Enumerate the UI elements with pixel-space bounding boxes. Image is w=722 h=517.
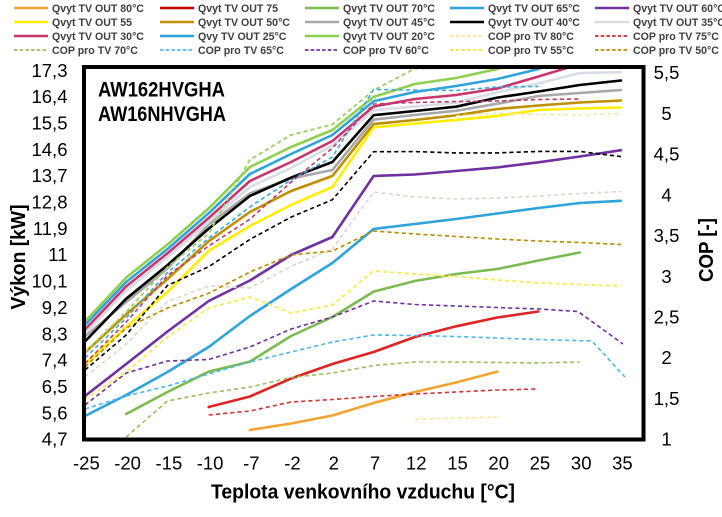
svg-text:1,5: 1,5 — [654, 388, 680, 409]
svg-text:AW162HVGHA: AW162HVGHA — [98, 78, 225, 102]
svg-text:COP pro TV 65°C: COP pro TV 65°C — [198, 45, 284, 57]
svg-text:4: 4 — [661, 184, 671, 205]
svg-text:COP pro TV 75°C: COP pro TV 75°C — [633, 31, 719, 43]
svg-text:15: 15 — [447, 452, 468, 473]
svg-text:Qvyt TV OUT 70°C: Qvyt TV OUT 70°C — [343, 3, 435, 15]
svg-text:8,3: 8,3 — [42, 323, 68, 344]
svg-text:12,8: 12,8 — [31, 192, 67, 213]
svg-text:6,5: 6,5 — [42, 376, 68, 397]
svg-text:16,4: 16,4 — [31, 86, 67, 107]
svg-text:1: 1 — [661, 429, 671, 450]
svg-text:COP pro TV 70°C: COP pro TV 70°C — [52, 45, 138, 57]
svg-text:-25: -25 — [73, 452, 100, 473]
svg-text:7: 7 — [370, 452, 380, 473]
svg-text:AW16NHVGHA: AW16NHVGHA — [98, 102, 226, 126]
svg-text:2,5: 2,5 — [654, 307, 680, 328]
svg-text:Qvy TV OUT 25°C: Qvy TV OUT 25°C — [198, 31, 287, 43]
svg-text:COP pro TV 80°C: COP pro TV 80°C — [488, 31, 574, 43]
svg-text:35: 35 — [612, 452, 633, 473]
svg-text:11: 11 — [48, 244, 67, 265]
svg-text:12: 12 — [406, 452, 427, 473]
svg-text:2: 2 — [329, 452, 339, 473]
svg-text:Teplota venkovního vzduchu [°C: Teplota venkovního vzduchu [°C] — [211, 482, 515, 504]
svg-text:5,6: 5,6 — [42, 402, 68, 423]
svg-text:Qvyt TV OUT 80°C: Qvyt TV OUT 80°C — [52, 3, 144, 15]
svg-text:COP [-]: COP [-] — [696, 218, 718, 282]
svg-text:2: 2 — [661, 347, 671, 368]
svg-text:-10: -10 — [197, 452, 224, 473]
svg-text:Qvyt TV OUT 75: Qvyt TV OUT 75 — [198, 3, 278, 15]
svg-text:10,1: 10,1 — [31, 271, 67, 292]
svg-text:Qvyt TV OUT 20°C: Qvyt TV OUT 20°C — [343, 31, 435, 43]
svg-text:5: 5 — [661, 103, 671, 124]
svg-text:-20: -20 — [114, 452, 141, 473]
svg-text:3,5: 3,5 — [654, 225, 680, 246]
svg-text:-15: -15 — [156, 452, 183, 473]
svg-text:Qvyt TV OUT 55: Qvyt TV OUT 55 — [52, 17, 132, 29]
svg-text:14,6: 14,6 — [31, 139, 67, 160]
svg-text:-7: -7 — [243, 452, 259, 473]
svg-text:9,2: 9,2 — [42, 297, 68, 318]
svg-text:Qvyt TV OUT 45°C: Qvyt TV OUT 45°C — [343, 17, 435, 29]
svg-text:COP pro TV 55°C: COP pro TV 55°C — [488, 45, 574, 57]
svg-text:20: 20 — [488, 452, 509, 473]
svg-text:Qvyt TV OUT 65°C: Qvyt TV OUT 65°C — [488, 3, 580, 15]
svg-text:4,7: 4,7 — [42, 429, 68, 450]
svg-text:30: 30 — [571, 452, 592, 473]
svg-text:COP pro TV 60°C: COP pro TV 60°C — [343, 45, 429, 57]
svg-text:13,7: 13,7 — [31, 165, 67, 186]
svg-text:COP pro TV 50°C: COP pro TV 50°C — [633, 45, 719, 57]
svg-text:25: 25 — [530, 452, 551, 473]
svg-text:Qvyt TV OUT 30°C: Qvyt TV OUT 30°C — [52, 31, 144, 43]
svg-text:Qvyt TV OUT 35°C: Qvyt TV OUT 35°C — [633, 17, 722, 29]
svg-text:17,3: 17,3 — [31, 60, 67, 81]
svg-text:11,9: 11,9 — [33, 218, 68, 239]
svg-text:Qvyt TV OUT 60°C: Qvyt TV OUT 60°C — [633, 3, 722, 15]
svg-text:Výkon [kW]: Výkon [kW] — [8, 205, 30, 310]
svg-text:-2: -2 — [284, 452, 300, 473]
svg-text:15,5: 15,5 — [31, 113, 67, 134]
svg-text:Qvyt TV OUT 50°C: Qvyt TV OUT 50°C — [198, 17, 290, 29]
svg-text:5,5: 5,5 — [654, 62, 680, 83]
svg-text:3: 3 — [661, 266, 671, 287]
svg-text:4,5: 4,5 — [654, 144, 680, 165]
svg-text:Qvyt TV OUT 40°C: Qvyt TV OUT 40°C — [488, 17, 580, 29]
svg-text:7,4: 7,4 — [42, 350, 68, 371]
